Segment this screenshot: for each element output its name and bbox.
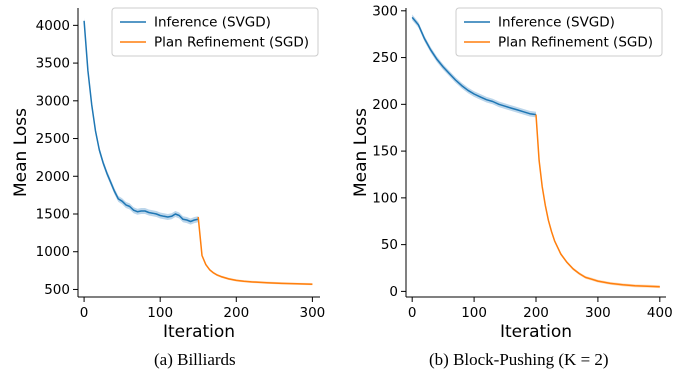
caption-billiards: (a) Billiards [154, 350, 236, 369]
series-band [198, 215, 313, 286]
x-tick-label: 300 [585, 305, 611, 321]
legend: Inference (SVGD) Plan Refinement (SGD) [111, 7, 319, 57]
legend-entry: Plan Refinement (SGD) [498, 35, 653, 51]
x-axis-label: Iteration [500, 322, 572, 342]
x-tick-label: 0 [80, 305, 89, 321]
y-tick-label: 150 [372, 144, 398, 160]
legend-box [111, 7, 319, 57]
y-tick-label: 50 [381, 237, 398, 253]
legend-entry: Plan Refinement (SGD) [154, 35, 309, 51]
y-tick-label: 0 [389, 284, 398, 300]
legend-box [455, 7, 663, 57]
series-band [412, 14, 536, 118]
y-axis-label: Mean Loss [11, 108, 31, 197]
series-line [197, 216, 313, 285]
y-tick-label: 4000 [36, 18, 70, 34]
y-tick-label: 3500 [36, 56, 70, 72]
x-tick-label: 0 [408, 305, 417, 321]
y-tick-label: 3000 [36, 93, 70, 109]
legend-entry: Inference (SVGD) [154, 15, 271, 31]
series-line [535, 114, 660, 288]
legend: Inference (SVGD) Plan Refinement (SGD) [455, 7, 663, 57]
x-tick-label: 400 [647, 305, 673, 321]
y-tick-label: 2500 [36, 131, 70, 147]
x-tick-label: 300 [299, 305, 325, 321]
y-axis-label: Mean Loss [351, 108, 371, 197]
x-tick-label: 200 [523, 305, 549, 321]
x-tick-label: 200 [223, 305, 249, 321]
y-tick-label: 1500 [36, 206, 70, 222]
chart-block-pushing: 0 100 200 300 400 0 50 100 150 200 250 300 Iteration… [351, 3, 673, 342]
x-axis-label: Iteration [163, 322, 235, 342]
y-tick-label: 200 [372, 97, 398, 113]
y-tick-label: 300 [372, 3, 398, 19]
y-tick-label: 500 [44, 282, 70, 298]
caption-block-pushing: (b) Block-Pushing (K = 2) [429, 350, 609, 369]
y-tick-label: 2000 [36, 169, 70, 185]
legend-entry: Inference (SVGD) [498, 15, 615, 31]
x-tick-label: 100 [147, 305, 173, 321]
chart-billiards: 0 100 200 300 500 1000 1500 2000 2500 3000 3500 400… [11, 7, 325, 342]
y-tick-label: 100 [372, 190, 398, 206]
y-tick-label: 250 [372, 50, 398, 66]
y-tick-label: 1000 [36, 244, 70, 260]
series-band [536, 113, 660, 289]
series-line [83, 20, 199, 223]
x-tick-label: 100 [461, 305, 487, 321]
series-line [411, 16, 537, 116]
